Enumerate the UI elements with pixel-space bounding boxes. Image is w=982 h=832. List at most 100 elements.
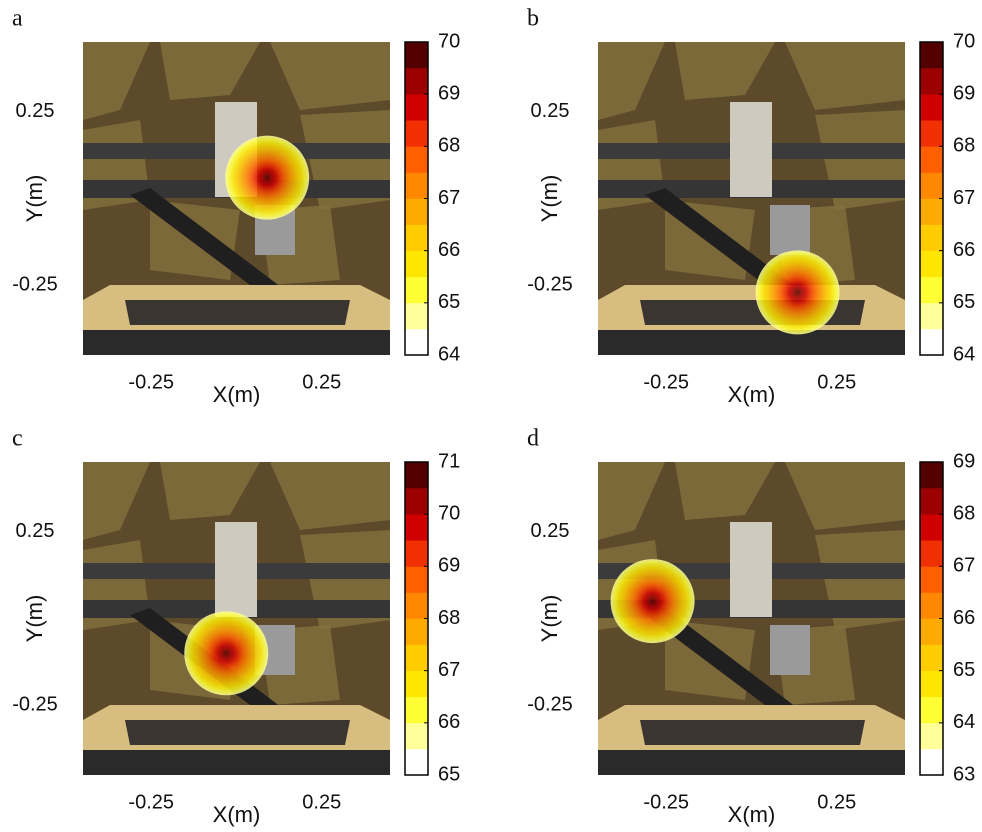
colorbar-tick-label: 71 xyxy=(438,450,460,472)
colorbar-band xyxy=(920,540,943,566)
colorbar-tick-label: 67 xyxy=(438,659,460,681)
colorbar-band xyxy=(405,68,428,94)
sound-source xyxy=(756,250,840,334)
sound-source xyxy=(184,611,268,695)
y-tick-label: 0.25 xyxy=(16,100,55,122)
colorbar-band xyxy=(405,277,428,303)
colorbar-tick-label: 65 xyxy=(438,763,460,785)
colorbar-tick-label: 65 xyxy=(438,291,460,313)
y-tick-label: -0.25 xyxy=(12,694,58,716)
colorbar-band xyxy=(405,303,428,329)
x-axis-label: X(m) xyxy=(728,382,776,407)
colorbar-band xyxy=(405,172,428,198)
colorbar-band xyxy=(920,514,943,540)
colorbar-band xyxy=(405,723,428,749)
x-tick-label: 0.25 xyxy=(817,791,856,813)
colorbar-tick-label: 70 xyxy=(438,502,460,524)
x-tick-label: 0.25 xyxy=(817,371,856,393)
panel-letter: d xyxy=(527,426,539,452)
colorbar-tick-label: 63 xyxy=(953,763,975,785)
colorbar-band xyxy=(405,749,428,775)
colorbar-tick-label: 64 xyxy=(953,343,975,365)
x-tick-label: 0.25 xyxy=(302,791,341,813)
colorbar-tick-label: 68 xyxy=(438,607,460,629)
colorbar-tick-label: 66 xyxy=(438,239,460,261)
colorbar-band xyxy=(920,488,943,514)
colorbar-tick-label: 66 xyxy=(953,607,975,629)
x-tick-label: 0.25 xyxy=(302,371,341,393)
x-tick-label: -0.25 xyxy=(128,371,174,393)
colorbar-band xyxy=(405,566,428,592)
sound-source xyxy=(225,136,309,220)
x-axis-label: X(m) xyxy=(728,802,776,827)
colorbar-band xyxy=(920,251,943,277)
panel-letter: a xyxy=(12,6,23,32)
colorbar-band xyxy=(405,146,428,172)
colorbar-band xyxy=(405,94,428,120)
x-tick-label: -0.25 xyxy=(128,791,174,813)
colorbar-band xyxy=(405,225,428,251)
colorbar-band xyxy=(405,251,428,277)
colorbar-band xyxy=(920,566,943,592)
y-tick-label: 0.25 xyxy=(531,520,570,542)
x-axis-label: X(m) xyxy=(213,802,261,827)
colorbar-band xyxy=(405,120,428,146)
y-tick-label: 0.25 xyxy=(16,520,55,542)
y-axis-label: Y(m) xyxy=(22,175,47,223)
colorbar-band xyxy=(920,277,943,303)
colorbar-band xyxy=(405,671,428,697)
colorbar-band xyxy=(920,94,943,120)
colorbar-tick-label: 65 xyxy=(953,291,975,313)
colorbar-band xyxy=(405,540,428,566)
colorbar-band xyxy=(405,462,428,488)
colorbar-tick-label: 69 xyxy=(953,82,975,104)
x-axis-label: X(m) xyxy=(213,382,261,407)
colorbar-tick-label: 66 xyxy=(438,711,460,733)
panel-letter: c xyxy=(12,426,23,452)
colorbar-band xyxy=(920,68,943,94)
colorbar-band xyxy=(405,645,428,671)
colorbar-tick-label: 67 xyxy=(438,187,460,209)
colorbar-band xyxy=(920,645,943,671)
colorbar-band xyxy=(920,671,943,697)
colorbar-tick-label: 66 xyxy=(953,239,975,261)
colorbar-tick-label: 68 xyxy=(953,135,975,157)
colorbar-tick-label: 69 xyxy=(953,450,975,472)
colorbar-band xyxy=(405,42,428,68)
colorbar-tick-label: 64 xyxy=(953,711,975,733)
y-tick-label: -0.25 xyxy=(12,274,58,296)
colorbar-band xyxy=(405,619,428,645)
colorbar-tick-label: 69 xyxy=(438,82,460,104)
y-tick-label: -0.25 xyxy=(527,694,573,716)
photo-background xyxy=(598,42,905,355)
colorbar-tick-label: 68 xyxy=(438,135,460,157)
colorbar-tick-label: 70 xyxy=(438,30,460,52)
colorbar-tick-label: 69 xyxy=(438,555,460,577)
colorbar-band xyxy=(920,462,943,488)
colorbar-band xyxy=(920,146,943,172)
panel: a -0.25 0.25 -0.25 0.25 X(m) Y(m) 64 65 66 67 68 69 7… xyxy=(12,6,460,407)
colorbar-band xyxy=(405,329,428,355)
y-axis-label: Y(m) xyxy=(537,175,562,223)
colorbar-tick-label: 67 xyxy=(953,555,975,577)
colorbar-tick-label: 64 xyxy=(438,343,460,365)
colorbar-band xyxy=(405,514,428,540)
x-tick-label: -0.25 xyxy=(643,791,689,813)
colorbar-band xyxy=(920,329,943,355)
colorbar-band xyxy=(405,697,428,723)
colorbar-band xyxy=(920,303,943,329)
colorbar-band xyxy=(920,225,943,251)
sound-source xyxy=(611,559,695,643)
x-tick-label: -0.25 xyxy=(643,371,689,393)
figure: a -0.25 0.25 -0.25 0.25 X(m) Y(m) 64 65 66 67 68 69 7… xyxy=(0,0,982,832)
colorbar-band xyxy=(920,592,943,618)
colorbar-band xyxy=(920,172,943,198)
colorbar-band xyxy=(920,199,943,225)
colorbar-band xyxy=(920,42,943,68)
colorbar-band xyxy=(405,592,428,618)
colorbar-tick-label: 67 xyxy=(953,187,975,209)
y-tick-label: -0.25 xyxy=(527,274,573,296)
